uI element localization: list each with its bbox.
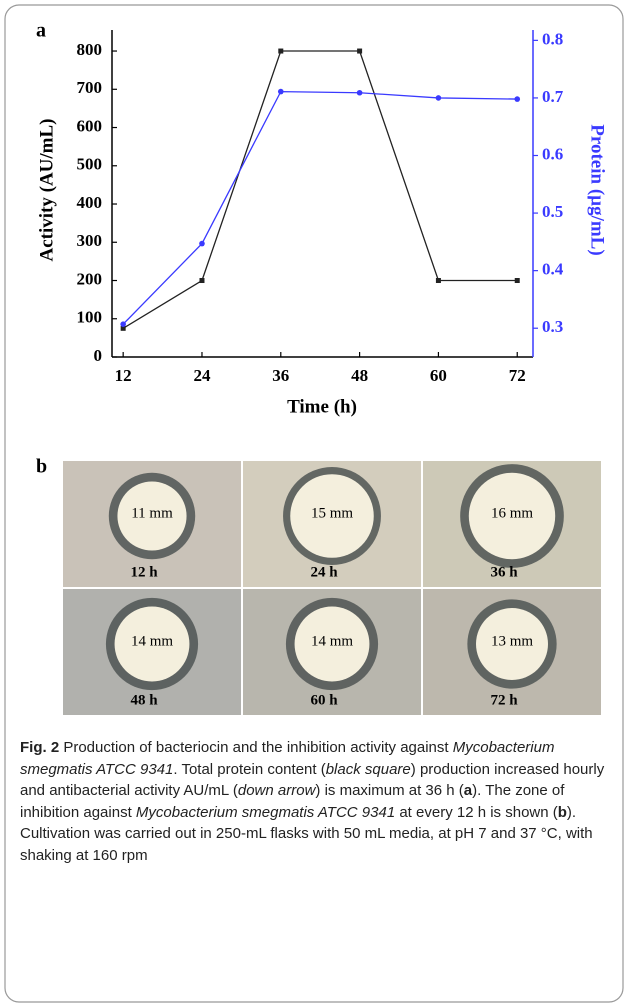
caption-text: ). The zone of inhibition against [20, 782, 565, 821]
caption-text: a [463, 782, 473, 799]
y-tick-label: 300 [77, 231, 103, 250]
series-line [122, 90, 518, 325]
panel-label: a [36, 20, 46, 42]
panel-label: b [36, 456, 47, 478]
caption-text: . Total protein content ( [173, 760, 326, 778]
zone-label: 11 mm [131, 505, 173, 521]
marker [435, 95, 442, 101]
caption: Fig. 2 Production of bacteriocin and the… [20, 737, 612, 866]
caption-text: Mycobacterium smegmatis ATCC 9341 [135, 803, 396, 821]
x-tick-label: 60 [430, 366, 447, 385]
caption-text: ) is maximum at 36 h ( [315, 782, 464, 799]
y-tick-label: 400 [77, 193, 103, 212]
caption-label: Fig. 2 [20, 739, 60, 756]
y-tick-label: 700 [77, 78, 103, 97]
x-axis-label: Time (h) [287, 396, 357, 417]
time-label: 12 h [130, 564, 158, 580]
time-label: 36 h [490, 564, 518, 580]
marker [120, 321, 126, 327]
x-tick-label: 48 [351, 366, 368, 385]
x-tick-label: 36 [272, 366, 289, 385]
x-tick-label: 24 [193, 366, 211, 385]
caption-text: ) production increased hourly and antiba… [20, 760, 605, 800]
well [117, 481, 187, 551]
zone-label: 16 mm [491, 505, 533, 521]
zone-label: 14 mm [131, 633, 173, 649]
y-axis-label: Activity (AU/mL) [36, 119, 57, 262]
time-label: 24 h [310, 564, 338, 580]
caption-text: at every 12 h is shown ( [395, 803, 558, 821]
well [468, 472, 556, 560]
y-tick-label: 500 [77, 155, 103, 174]
marker [514, 278, 520, 284]
marker [277, 88, 284, 95]
marker [278, 48, 284, 54]
well [476, 608, 548, 680]
marker [357, 48, 363, 54]
y-tick-label: 800 [77, 40, 103, 59]
time-label: 72 h [490, 692, 518, 708]
time-label: 60 h [310, 692, 338, 708]
well [114, 606, 190, 682]
caption-text: Production of bacteriocin and the inhibi… [59, 739, 453, 756]
well [290, 474, 374, 558]
marker [199, 278, 205, 284]
caption-text: black square [325, 760, 411, 778]
marker [120, 325, 126, 331]
zone-label: 14 mm [311, 633, 353, 649]
marker [514, 96, 521, 102]
photo-grid: 11 mm 12 h 15 mm 24 h 16 mm 36 h 14 mm 48 h 14 m… [63, 461, 601, 715]
caption-text: Mycobacterium smegmatis ATCC 9341 [20, 739, 555, 778]
y2-tick-label: 0.8 [542, 29, 563, 48]
well [294, 606, 370, 682]
marker [435, 278, 441, 284]
y-tick-label: 600 [77, 116, 103, 135]
y-tick-label: 200 [77, 269, 103, 288]
y2-tick-label: 0.4 [542, 260, 564, 279]
y2-tick-label: 0.6 [542, 144, 563, 163]
time-label: 48 h [130, 692, 158, 708]
zone-label: 13 mm [491, 633, 533, 649]
zone-label: 15 mm [311, 505, 353, 521]
y2-tick-label: 0.7 [542, 87, 564, 106]
y-tick-label: 100 [77, 308, 103, 327]
y2-axis-label: Protein (µg/mL) [587, 124, 608, 255]
series-line [122, 50, 518, 329]
frame [4, 4, 624, 1003]
x-tick-label: 12 [115, 366, 132, 385]
y2-tick-label: 0.3 [542, 317, 563, 336]
marker [356, 89, 363, 96]
y-tick-label: 0 [94, 346, 103, 365]
caption-text: b [557, 803, 567, 821]
caption-text: down arrow [237, 782, 316, 799]
x-tick-label: 72 [509, 366, 526, 385]
y2-tick-label: 0.5 [542, 202, 563, 221]
caption-text: ). Cultivation was carried out in 250-mL… [20, 803, 593, 864]
marker [199, 240, 205, 247]
